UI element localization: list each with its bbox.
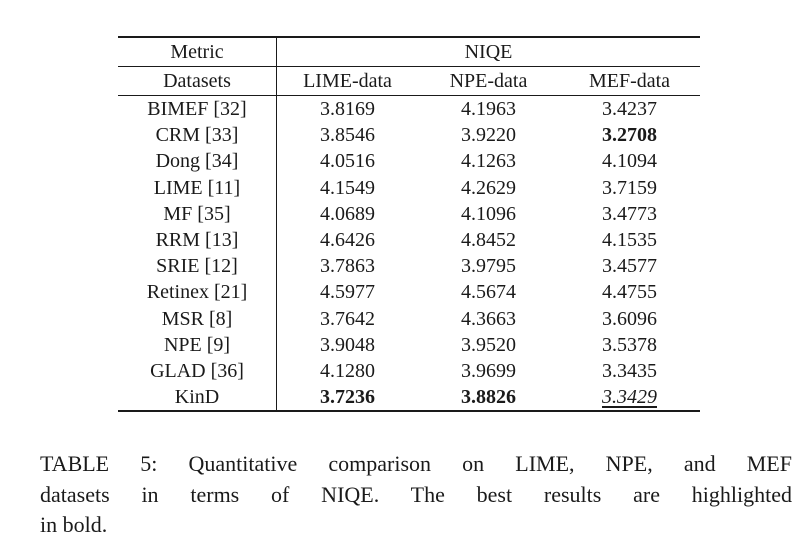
method-cell: SRIE [12]: [118, 253, 277, 280]
value-cell: 4.4755: [602, 281, 657, 304]
method-cell: RRM [13]: [118, 226, 277, 254]
value-cell: 4.1096: [461, 202, 516, 225]
value-cell: 4.1535: [602, 229, 657, 252]
table-row: MSR [8] 3.7642 4.3663 3.6096: [118, 305, 700, 332]
value-cell: 3.9795: [461, 255, 516, 278]
caption-line: datasets in terms of NIQE. The best resu…: [40, 481, 792, 507]
value-cell: 3.4773: [602, 202, 657, 225]
table-row: GLAD [36] 4.1280 3.9699 3.3435: [118, 357, 700, 385]
value-cell: 3.4237: [602, 98, 657, 121]
table-caption: TABLE 5: Quantitative comparison on LIME…: [40, 449, 792, 541]
value-cell: 4.2629: [461, 176, 516, 199]
caption-line: TABLE 5: Quantitative comparison on LIME…: [40, 451, 792, 476]
method-cell: KinD: [118, 384, 277, 411]
table-row: MF [35] 4.0689 4.1096 3.4773: [118, 200, 700, 227]
method-cell: GLAD [36]: [118, 357, 277, 385]
table-row: NPE [9] 3.9048 3.9520 3.5378: [118, 331, 700, 358]
value-cell: 3.2708: [602, 124, 657, 147]
value-cell: 4.6426: [320, 229, 375, 252]
value-cell: 3.3435: [602, 359, 657, 382]
datasets-header-cell: Datasets: [118, 67, 277, 95]
method-cell: Retinex [21]: [118, 279, 277, 306]
niqe-header-cell: NIQE: [464, 41, 513, 63]
value-cell: 3.7236: [320, 386, 375, 409]
value-cell: 3.7863: [320, 255, 375, 278]
caption-line: in bold.: [40, 512, 108, 537]
table-row: Retinex [21] 4.5977 4.5674 4.4755: [118, 279, 700, 306]
value-cell: 4.0516: [320, 150, 375, 173]
method-cell: Dong [34]: [118, 148, 277, 175]
table-body: BIMEF [32] 3.8169 4.1963 3.4237 CRM [33] 3.85…: [118, 96, 700, 411]
value-cell: 3.9699: [461, 359, 516, 382]
metric-header-cell: Metric: [118, 38, 277, 66]
value-cell: 3.3429: [602, 386, 657, 409]
column-header-mef-data: MEF-data: [588, 70, 671, 92]
value-cell: 4.1549: [320, 176, 375, 199]
value-cell: 4.8452: [461, 229, 516, 252]
value-cell: 3.7642: [320, 307, 375, 330]
value-cell: 4.5674: [461, 281, 516, 304]
table-row: KinD 3.7236 3.8826 3.3429: [118, 384, 700, 411]
table-row: SRIE [12] 3.7863 3.9795 3.4577: [118, 253, 700, 280]
column-header-lime-data: LIME-data: [303, 70, 392, 92]
value-cell: 3.6096: [602, 307, 657, 330]
table-row: CRM [33] 3.8546 3.9220 3.2708: [118, 122, 700, 149]
value-cell: 3.8169: [320, 98, 375, 121]
value-cell: 4.1094: [602, 150, 657, 173]
value-cell: 4.0689: [320, 202, 375, 225]
value-cell: 3.7159: [602, 176, 657, 199]
value-cell: 3.9220: [461, 124, 516, 147]
value-cell: 4.1963: [461, 98, 516, 121]
value-cell: 3.4577: [602, 255, 657, 278]
method-cell: MF [35]: [118, 200, 277, 227]
table-header-row-metric: Metric NIQE: [118, 38, 700, 67]
column-header-npe-data: NPE-data: [449, 70, 528, 92]
value-cell: 4.1280: [320, 359, 375, 382]
method-cell: LIME [11]: [118, 174, 277, 201]
table-row: LIME [11] 4.1549 4.2629 3.7159: [118, 174, 700, 201]
niqe-comparison-table: Metric NIQE Datasets LIME-data NPE-data …: [118, 36, 700, 413]
value-cell: 3.8826: [461, 386, 516, 409]
value-cell: 3.9520: [461, 333, 516, 356]
method-cell: NPE [9]: [118, 331, 277, 358]
value-cell: 4.1263: [461, 150, 516, 173]
table-row: RRM [13] 4.6426 4.8452 4.1535: [118, 226, 700, 254]
table-row: Dong [34] 4.0516 4.1263 4.1094: [118, 148, 700, 175]
value-cell: 4.3663: [461, 307, 516, 330]
value-cell: 3.8546: [320, 124, 375, 147]
method-cell: MSR [8]: [118, 305, 277, 332]
value-cell: 3.5378: [602, 333, 657, 356]
method-cell: BIMEF [32]: [118, 96, 277, 123]
table-row: BIMEF [32] 3.8169 4.1963 3.4237: [118, 96, 700, 123]
value-cell: 3.9048: [320, 333, 375, 356]
table-header-row-datasets: Datasets LIME-data NPE-data MEF-data: [118, 67, 700, 96]
method-cell: CRM [33]: [118, 122, 277, 149]
value-cell: 4.5977: [320, 281, 375, 304]
